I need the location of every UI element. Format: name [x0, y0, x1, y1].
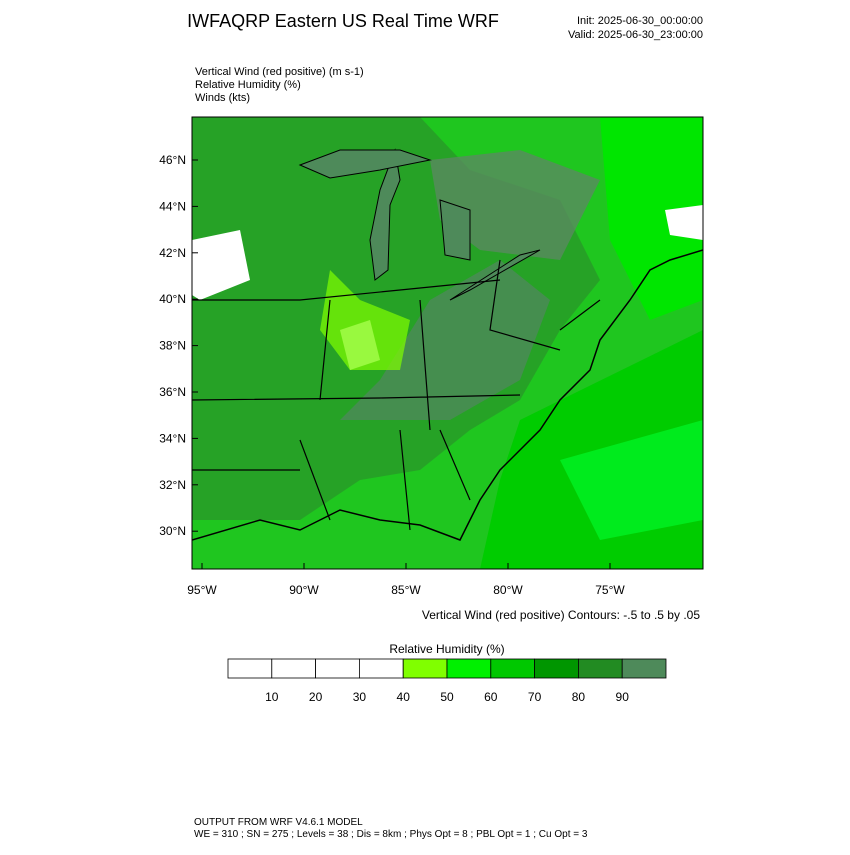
colorbar-tick-label: 70	[528, 690, 542, 704]
colorbar-box	[534, 658, 579, 679]
lat-label: 42°N	[159, 246, 186, 260]
lake-erie	[449, 249, 541, 301]
lon-label: 85°W	[391, 583, 421, 597]
colorbar-box	[621, 658, 667, 679]
coastline	[192, 249, 703, 541]
lon-label: 95°W	[187, 583, 217, 597]
colorbar-box	[358, 658, 404, 679]
rh-area	[600, 117, 703, 320]
colorbar-title: Relative Humidity (%)	[389, 642, 504, 656]
colorbar-box	[271, 658, 316, 679]
colorbar-box	[490, 658, 535, 679]
lake-huron	[439, 199, 471, 261]
lon-labels: 95°W 90°W 85°W 80°W 75°W	[187, 563, 625, 597]
lon-label: 75°W	[595, 583, 625, 597]
rh-area	[192, 230, 250, 300]
colorbar-tick-label: 10	[265, 690, 279, 704]
colorbar-box	[227, 658, 273, 679]
lat-label: 30°N	[159, 524, 186, 538]
lat-label: 36°N	[159, 385, 186, 399]
colorbar-box	[315, 658, 360, 679]
footer-line: WE = 310 ; SN = 275 ; Levels = 38 ; Dis …	[194, 829, 588, 840]
lake-michigan	[369, 148, 401, 281]
rh-area	[665, 205, 703, 240]
colorbar-box	[402, 658, 448, 679]
field-label: Relative Humidity (%)	[195, 79, 301, 91]
lake-superior	[298, 149, 432, 179]
rh-area	[340, 260, 550, 420]
colorbar-tick-label: 20	[309, 690, 323, 704]
rh-area	[560, 420, 703, 540]
lat-label: 46°N	[159, 153, 186, 167]
state-border	[192, 259, 601, 531]
lat-label: 38°N	[159, 339, 186, 353]
lat-label: 40°N	[159, 292, 186, 306]
field-label: Winds (kts)	[195, 92, 250, 104]
lat-label: 32°N	[159, 478, 186, 492]
lon-label: 80°W	[493, 583, 523, 597]
colorbar-box	[578, 658, 623, 679]
footer-line: OUTPUT FROM WRF V4.6.1 MODEL	[194, 817, 363, 828]
map	[191, 116, 704, 570]
valid-time: Valid: 2025-06-30_23:00:00	[568, 29, 703, 41]
map-frame	[191, 116, 704, 570]
field-list: Vertical Wind (red positive) (m s-1)Rela…	[195, 66, 364, 104]
colorbar-tick-label: 40	[397, 690, 411, 704]
colorbar-tick-label: 60	[484, 690, 498, 704]
title: IWFAQRP Eastern US Real Time WRF	[187, 11, 499, 31]
lat-label: 34°N	[159, 431, 186, 445]
rh-area	[430, 150, 600, 260]
colorbar-tick-label: 90	[616, 690, 630, 704]
lat-labels: 46°N 44°N 42°N 40°N 38°N 36°N 34°N 32°N 30°N	[159, 153, 198, 538]
contour-note: Vertical Wind (red positive) Contours: -…	[422, 608, 700, 622]
colorbar-tick-label: 50	[440, 690, 454, 704]
lon-label: 90°W	[289, 583, 319, 597]
colorbar-tick-label: 80	[572, 690, 586, 704]
rh-area	[320, 270, 410, 370]
colorbar-box	[446, 658, 492, 679]
init-time: Init: 2025-06-30_00:00:00	[577, 15, 703, 27]
lat-label: 44°N	[159, 199, 186, 213]
colorbar-tick-label: 30	[353, 690, 367, 704]
field-label: Vertical Wind (red positive) (m s-1)	[195, 66, 364, 78]
colorbar: 10 20 30 40 50 60 70 80 90	[227, 658, 667, 704]
